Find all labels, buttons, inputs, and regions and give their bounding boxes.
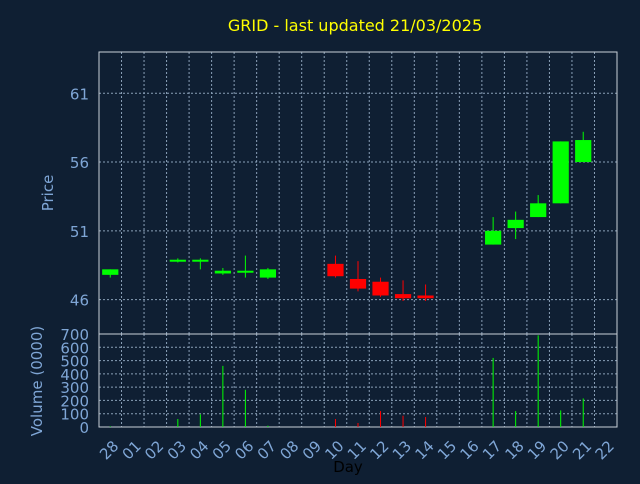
candle-11	[349, 261, 367, 292]
candle-body	[169, 259, 186, 262]
candle-body	[552, 141, 569, 204]
volume-tick-label: 500	[60, 353, 89, 371]
candle-body	[394, 294, 412, 299]
candle-body	[575, 140, 592, 163]
candle-body	[214, 270, 231, 274]
volume-axis-label: Volume (0000)	[28, 326, 46, 436]
price-tick-label: 51	[70, 223, 89, 241]
candle-18	[507, 211, 524, 240]
candle-04	[192, 258, 209, 270]
candle-19	[530, 195, 547, 218]
grid-lines	[99, 52, 618, 427]
day-tick-label: 22	[592, 437, 618, 463]
candle-13	[394, 280, 412, 301]
volume-tick-label: 100	[60, 406, 89, 424]
candle-07	[259, 267, 277, 279]
candle-body	[259, 269, 277, 278]
price-tick-label: 61	[70, 85, 89, 103]
candle-14	[417, 284, 434, 301]
candle-28	[102, 269, 119, 278]
candle-10	[327, 255, 344, 278]
candle-06	[237, 255, 254, 278]
candle-body	[349, 278, 367, 289]
candle-05	[214, 267, 231, 275]
candle-body	[102, 269, 119, 275]
volume-tick-label: 700	[60, 326, 89, 344]
volume-tick-label: 400	[60, 366, 89, 384]
candle-21	[575, 131, 592, 163]
price-tick-label: 56	[70, 154, 89, 172]
candle-03	[169, 258, 186, 263]
candle-body	[237, 270, 254, 273]
volume-tick-label: 0	[79, 419, 89, 437]
candle-body	[192, 259, 209, 262]
price-panel-frame	[98, 51, 618, 335]
candle-body	[417, 295, 434, 299]
candle-17	[485, 217, 502, 245]
candle-20	[552, 141, 569, 204]
day-axis-label: Day	[333, 458, 363, 476]
candle-body	[327, 263, 344, 277]
price-axis-label: Price	[39, 175, 57, 212]
price-tick-label: 46	[70, 292, 89, 310]
volume-tick-label: 600	[60, 339, 89, 357]
candle-12	[372, 277, 389, 297]
volume-tick-label: 300	[60, 379, 89, 397]
volume-panel-frame	[98, 333, 618, 428]
candle-body	[530, 203, 547, 218]
candle-body	[372, 281, 389, 296]
candle-body	[485, 230, 502, 245]
volume-tick-label: 200	[60, 392, 89, 410]
candle-body	[507, 219, 524, 229]
chart-title: GRID - last updated 21/03/2025	[228, 16, 482, 35]
